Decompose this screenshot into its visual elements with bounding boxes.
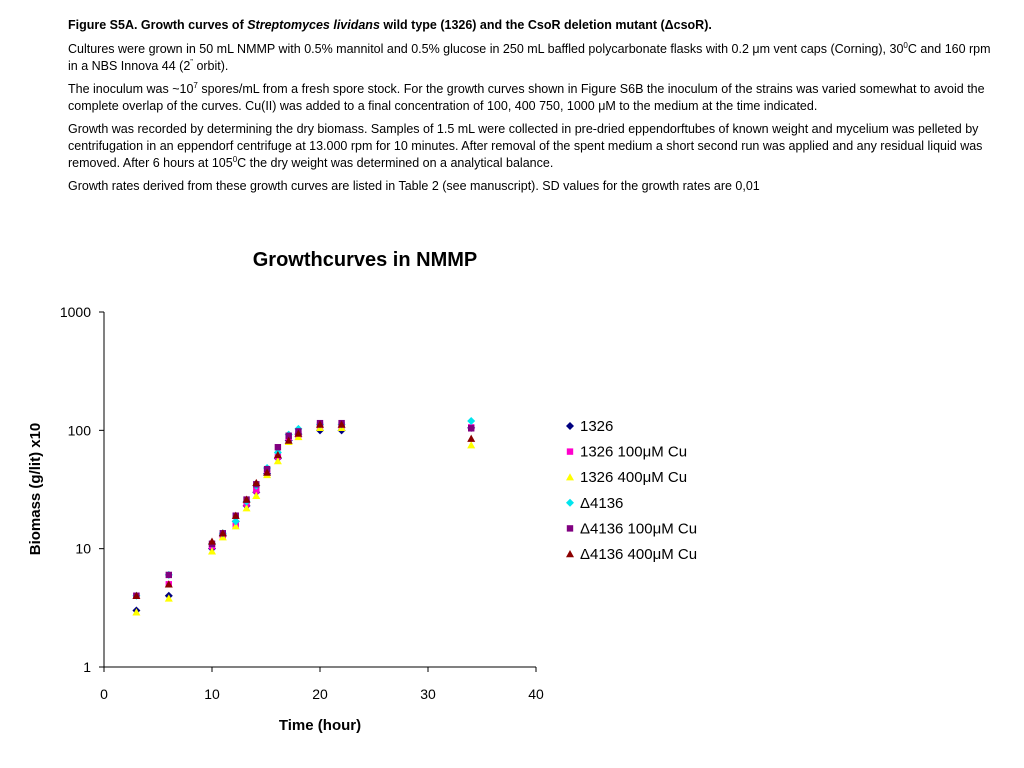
y-tick-label: 100 (68, 422, 92, 438)
legend-label: 1326 (580, 418, 613, 435)
data-point (164, 580, 173, 588)
legend-marker (566, 525, 574, 532)
paragraph-inoculum: The inoculum was ~107 spores/mL from a f… (68, 80, 985, 113)
data-point (231, 511, 240, 519)
data-point (274, 444, 282, 451)
chart-title: Growthcurves in NMMP (253, 249, 477, 271)
paragraph-culture-conditions: Cultures were grown in 50 mL NMMP with 0… (68, 40, 991, 73)
x-tick-label: 40 (528, 686, 544, 702)
data-point (132, 608, 141, 616)
data-point (467, 434, 476, 442)
chart-points (132, 416, 476, 616)
data-point (231, 517, 240, 526)
paragraph-growth-measurement: Growth was recorded by determining the d… (68, 122, 983, 170)
data-point (273, 450, 282, 459)
x-tick-label: 0 (100, 686, 108, 702)
y-tick-label: 1 (83, 659, 91, 675)
data-point (242, 504, 251, 512)
legend-label: Δ4136 (580, 495, 623, 512)
data-point (165, 571, 172, 579)
legend-label: Δ4136 400μM Cu (580, 546, 697, 563)
data-point (467, 441, 476, 449)
data-point (253, 487, 260, 494)
data-point (218, 529, 227, 537)
data-point (242, 495, 251, 503)
data-point (285, 432, 292, 439)
y-axis-label: Biomass (g/lit) x10 (27, 423, 44, 556)
data-point (231, 522, 240, 530)
y-tick-label: 1000 (60, 304, 91, 320)
data-point (164, 594, 173, 602)
legend-label: 1326 100μM Cu (580, 444, 687, 461)
data-point (467, 416, 476, 425)
legend-label: 1326 400μM Cu (580, 469, 687, 486)
chart-legend: 1326 1326 100μM Cu 1326 400μM Cu Δ4136 Δ4136… (566, 418, 697, 563)
x-axis-label: Time (hour) (279, 717, 361, 734)
data-point (132, 591, 141, 599)
data-point (284, 436, 293, 444)
chart-axes: 1 10 100 1000 0 10 20 30 40 (60, 304, 544, 702)
y-tick-label: 10 (75, 541, 91, 557)
legend-label: Δ4136 100μM Cu (580, 520, 697, 537)
x-tick-label: 10 (204, 686, 220, 702)
legend-marker (566, 448, 574, 455)
data-point (263, 468, 272, 476)
data-point (252, 478, 261, 487)
data-point (294, 429, 303, 437)
legend-marker (566, 550, 574, 558)
figure-title: Figure S5A. Growth curves of Streptomyce… (68, 18, 712, 32)
legend-marker (566, 473, 574, 481)
data-point (337, 420, 346, 428)
paragraph-growth-rates: Growth rates derived from these growth c… (68, 179, 760, 193)
data-point (316, 420, 324, 428)
x-tick-label: 20 (312, 686, 328, 702)
figure-caption: Figure S5A. Growth curves of Streptomyce… (68, 17, 998, 201)
data-point (208, 547, 216, 555)
data-point (468, 425, 475, 432)
species-name: Streptomyces lividans (247, 18, 380, 32)
x-tick-label: 30 (420, 686, 436, 702)
data-point (208, 537, 216, 545)
data-point (252, 491, 261, 499)
data-point (273, 457, 282, 465)
legend-marker (566, 422, 574, 430)
legend-marker (566, 498, 574, 507)
